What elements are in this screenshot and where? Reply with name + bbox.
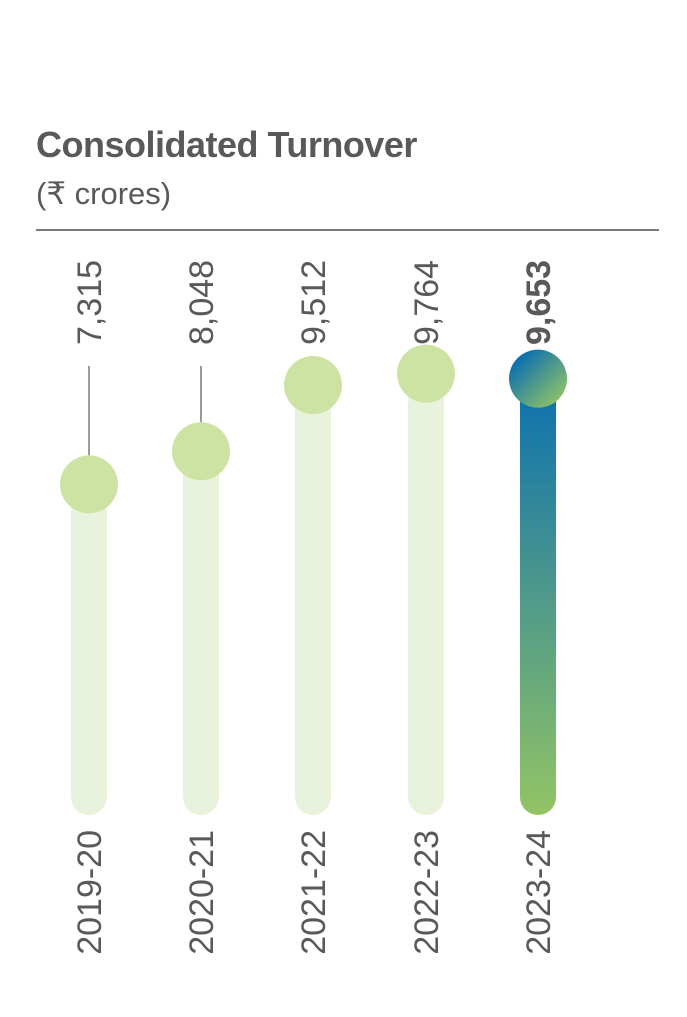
category-label: 2020-21 — [183, 830, 221, 955]
chart-title: Consolidated Turnover — [36, 124, 417, 165]
bar — [71, 484, 107, 815]
data-point — [172, 422, 230, 481]
category-label: 2022-23 — [408, 830, 446, 955]
data-point — [284, 356, 342, 415]
data-point — [397, 344, 455, 403]
bar — [295, 385, 331, 815]
value-label: 8,048 — [183, 260, 221, 345]
value-label: 9,512 — [295, 260, 333, 345]
bar — [408, 373, 444, 815]
data-point — [509, 349, 567, 408]
category-label: 2023-24 — [520, 830, 558, 955]
value-label: 9,653 — [520, 260, 558, 345]
title-divider — [36, 229, 659, 231]
value-label: 9,764 — [408, 260, 446, 345]
bar — [520, 378, 556, 815]
category-label: 2019-20 — [71, 830, 109, 955]
value-label: 7,315 — [71, 260, 109, 345]
data-point — [60, 455, 118, 514]
chart-subtitle: (₹ crores) — [36, 176, 172, 211]
bar — [183, 451, 219, 815]
category-label: 2021-22 — [295, 830, 333, 955]
